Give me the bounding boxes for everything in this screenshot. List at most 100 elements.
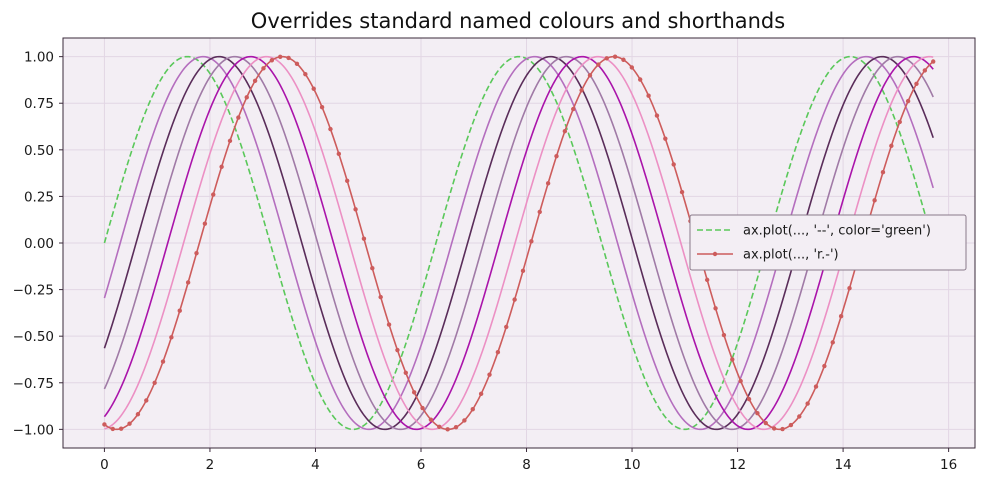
series-marker bbox=[512, 297, 517, 302]
series-marker bbox=[311, 86, 316, 91]
series-marker bbox=[671, 162, 676, 167]
series-line-6 bbox=[103, 55, 934, 431]
series-marker bbox=[403, 370, 408, 375]
series-marker bbox=[211, 192, 216, 197]
legend-marker bbox=[712, 251, 718, 257]
series-marker bbox=[721, 332, 727, 338]
series-marker bbox=[813, 384, 819, 389]
x-tick-label: 16 bbox=[940, 457, 957, 473]
series-marker bbox=[453, 425, 459, 430]
series-marker bbox=[487, 372, 492, 377]
series-line-5 bbox=[104, 55, 934, 431]
series-marker bbox=[545, 181, 551, 186]
series-marker bbox=[805, 401, 810, 406]
series-marker bbox=[118, 426, 124, 431]
series-marker bbox=[462, 418, 467, 423]
series-marker bbox=[102, 422, 107, 427]
series-marker bbox=[604, 56, 609, 61]
series-marker bbox=[755, 411, 760, 416]
series-marker bbox=[931, 59, 936, 64]
series-marker bbox=[219, 164, 224, 169]
series-marker bbox=[746, 396, 752, 402]
x-tick-label: 0 bbox=[100, 457, 109, 473]
series-marker bbox=[537, 209, 542, 215]
y-tick-label: 0.75 bbox=[24, 96, 54, 112]
series-marker bbox=[244, 95, 249, 100]
chart-title: Overrides standard named colours and sho… bbox=[251, 9, 785, 33]
legend-label: ax.plot(..., '--', color='green') bbox=[743, 224, 931, 239]
series-marker bbox=[872, 198, 877, 203]
x-tick-label: 8 bbox=[522, 457, 531, 473]
legend: ax.plot(..., '--', color='green') ax.plot… bbox=[689, 214, 967, 271]
series-marker bbox=[261, 66, 266, 71]
series-marker bbox=[194, 250, 199, 256]
series-marker bbox=[144, 398, 149, 403]
series-marker bbox=[428, 417, 434, 422]
series-marker bbox=[135, 412, 141, 417]
series-marker bbox=[889, 143, 894, 149]
series-marker bbox=[504, 324, 509, 330]
series-marker bbox=[897, 119, 902, 125]
x-tick-label: 10 bbox=[623, 457, 640, 473]
series-marker bbox=[169, 335, 174, 340]
y-tick-label: 0.00 bbox=[24, 236, 54, 252]
series-marker bbox=[646, 93, 651, 98]
y-tick-label: −0.75 bbox=[13, 376, 54, 392]
series-marker bbox=[227, 138, 233, 144]
series-marker bbox=[437, 424, 442, 430]
y-tick-label: −0.25 bbox=[13, 283, 54, 299]
series-marker bbox=[905, 98, 911, 104]
series-marker bbox=[830, 340, 835, 345]
series-marker bbox=[554, 153, 559, 159]
series-marker bbox=[880, 170, 886, 175]
series-marker bbox=[152, 380, 157, 385]
x-tick-label: 2 bbox=[206, 457, 215, 473]
series-marker bbox=[303, 71, 308, 77]
series-marker bbox=[847, 286, 852, 291]
series-line-4 bbox=[103, 55, 934, 431]
series-marker bbox=[378, 294, 383, 300]
series-marker bbox=[411, 390, 417, 395]
series-marker bbox=[922, 68, 928, 73]
series-marker bbox=[286, 55, 291, 61]
series-marker bbox=[704, 277, 710, 283]
series-marker bbox=[110, 426, 115, 432]
series-marker bbox=[562, 128, 568, 134]
series-marker bbox=[177, 308, 182, 313]
y-tick-label: 1.00 bbox=[24, 50, 54, 66]
series-marker bbox=[914, 81, 919, 86]
series-marker bbox=[353, 207, 358, 212]
series-marker bbox=[336, 151, 342, 157]
series-marker bbox=[269, 58, 275, 63]
y-tick-label: 0.25 bbox=[24, 189, 54, 205]
series-marker bbox=[663, 136, 668, 141]
series-marker bbox=[185, 280, 191, 285]
series-marker bbox=[495, 349, 501, 355]
series-marker bbox=[771, 426, 777, 431]
y-tick-label: −1.00 bbox=[13, 422, 54, 438]
x-tick-label: 12 bbox=[729, 457, 746, 473]
series-marker bbox=[621, 57, 626, 62]
series-marker bbox=[797, 414, 802, 419]
series-marker bbox=[780, 426, 785, 432]
series-marker bbox=[679, 189, 685, 195]
x-tick-label: 6 bbox=[417, 457, 426, 473]
series-marker bbox=[236, 115, 241, 120]
series-marker bbox=[294, 61, 300, 67]
series-marker bbox=[638, 77, 643, 82]
series-marker bbox=[629, 65, 635, 70]
series-marker bbox=[386, 322, 392, 327]
tick-labels: 0 2 4 6 8 10 12 14 16 1.00 0.75 0.50 0.25 0.00 −0.25 −0… bbox=[13, 50, 958, 473]
y-tick-label: 0.50 bbox=[24, 143, 54, 159]
series-marker bbox=[822, 363, 827, 369]
series-marker bbox=[470, 407, 475, 412]
series-marker bbox=[160, 359, 166, 364]
legend-box bbox=[689, 214, 967, 271]
series-marker bbox=[370, 266, 375, 271]
series-marker bbox=[713, 306, 718, 311]
series-marker bbox=[345, 178, 350, 183]
series-marker bbox=[361, 236, 367, 241]
series-marker bbox=[529, 239, 534, 244]
series-marker bbox=[278, 54, 283, 59]
